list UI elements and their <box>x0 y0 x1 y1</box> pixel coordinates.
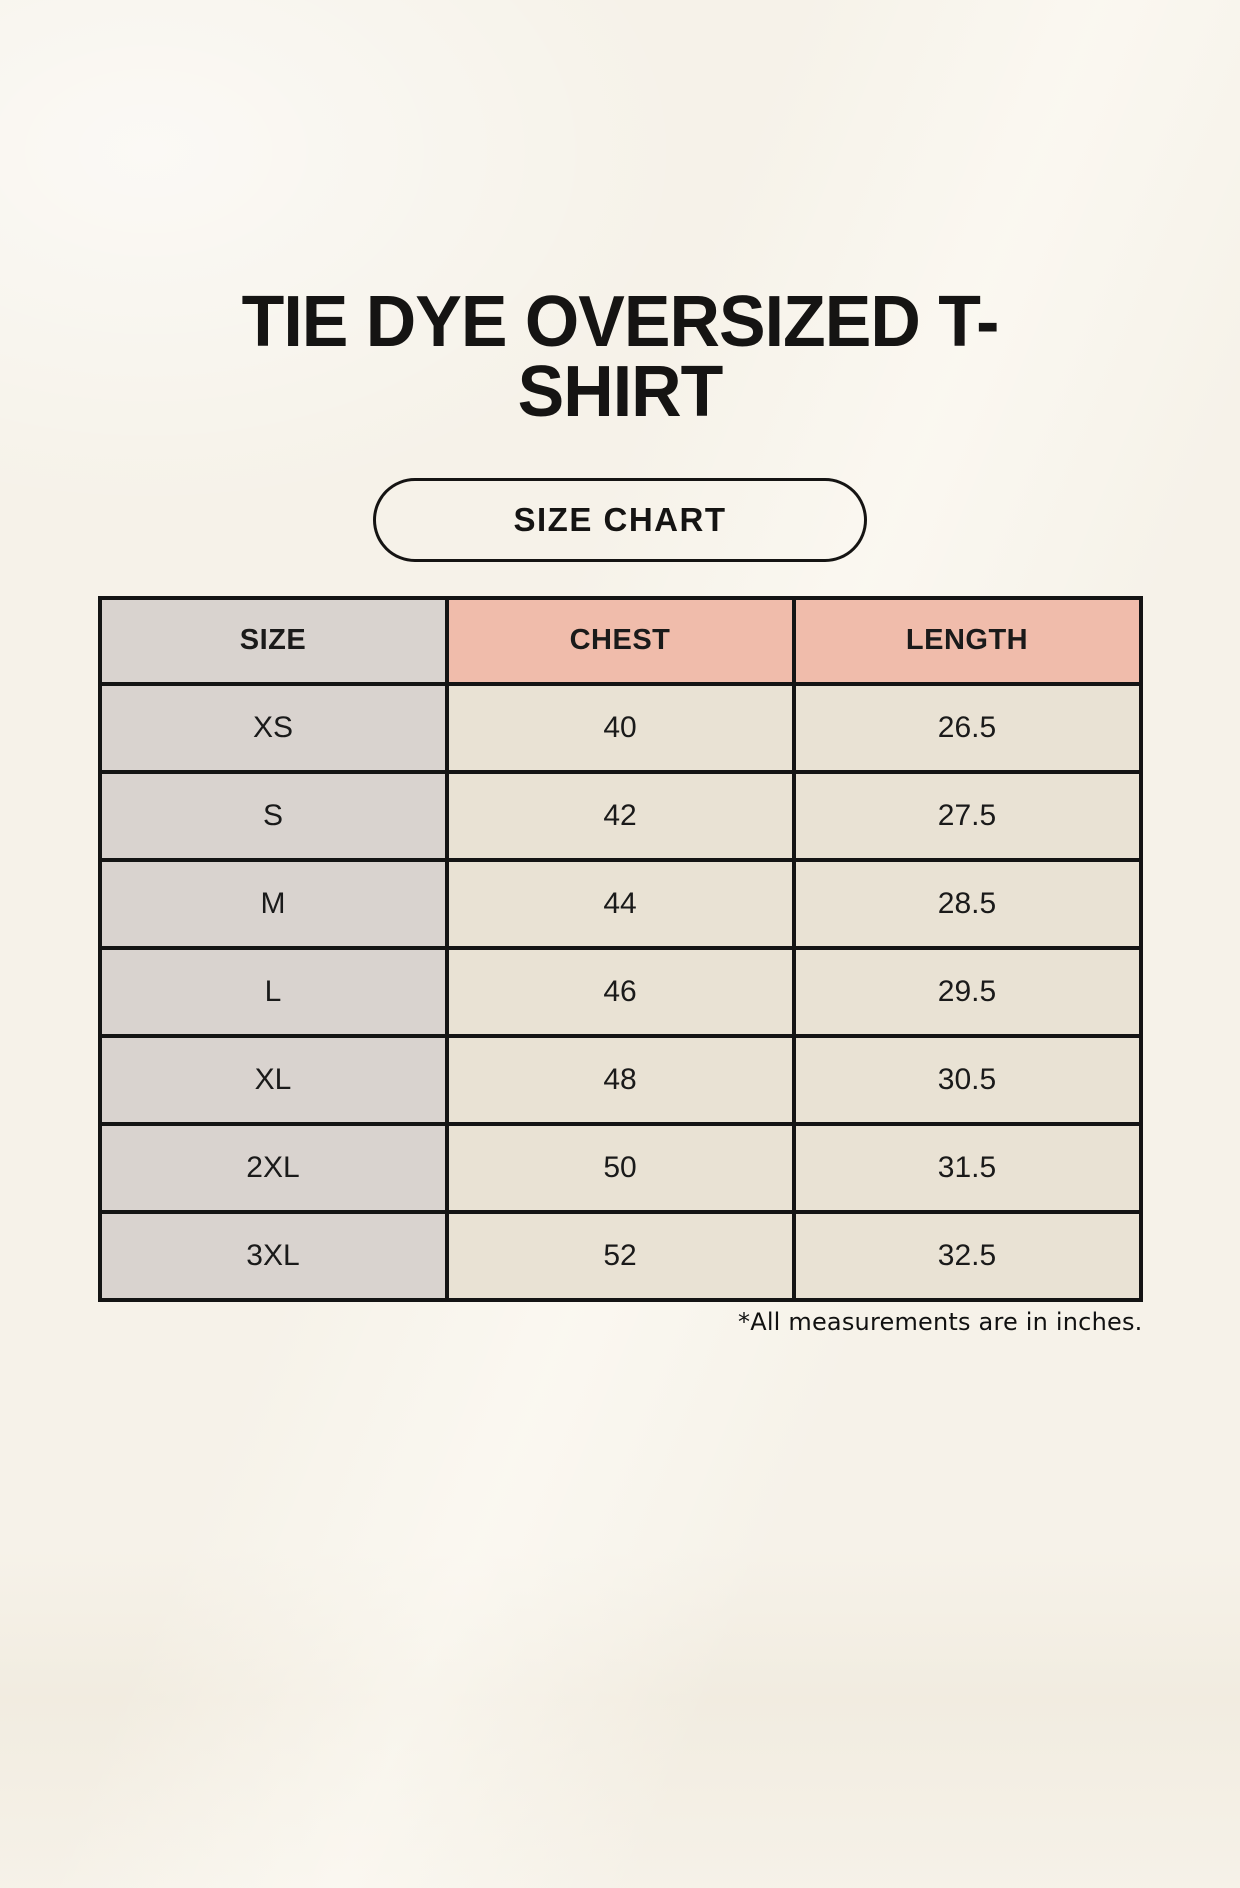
table-row: M 44 28.5 <box>97 857 1143 950</box>
chest-cell: 46 <box>444 945 796 1038</box>
length-cell: 27.5 <box>791 769 1143 862</box>
size-cell: 3XL <box>97 1209 449 1302</box>
chest-cell: 40 <box>444 681 796 774</box>
chest-cell: 50 <box>444 1121 796 1214</box>
column-header-chest: CHEST <box>444 595 796 686</box>
column-header-size: SIZE <box>97 595 449 686</box>
length-cell: 26.5 <box>791 681 1143 774</box>
chest-cell: 52 <box>444 1209 796 1302</box>
size-cell: S <box>97 769 449 862</box>
table-row: 2XL 50 31.5 <box>97 1121 1143 1214</box>
length-cell: 29.5 <box>791 945 1143 1038</box>
length-cell: 32.5 <box>791 1209 1143 1302</box>
size-cell: L <box>97 945 449 1038</box>
table-row: XS 40 26.5 <box>97 681 1143 774</box>
table-row: 3XL 52 32.5 <box>97 1209 1143 1302</box>
length-cell: 31.5 <box>791 1121 1143 1214</box>
measurements-footnote: *All measurements are in inches. <box>738 1307 1143 1336</box>
length-cell: 28.5 <box>791 857 1143 950</box>
page-title: TIE DYE OVERSIZED T-SHIRT <box>241 282 1000 432</box>
size-chart-badge-label: SIZE CHART <box>513 500 727 538</box>
length-cell: 30.5 <box>791 1033 1143 1126</box>
table-row: L 46 29.5 <box>97 945 1143 1038</box>
chest-cell: 48 <box>444 1033 796 1126</box>
chest-cell: 42 <box>444 769 796 862</box>
size-cell: XL <box>97 1033 449 1126</box>
table-row: XL 48 30.5 <box>97 1033 1143 1126</box>
size-cell: 2XL <box>97 1121 449 1214</box>
size-cell: XS <box>97 681 449 774</box>
column-header-length: LENGTH <box>791 595 1143 686</box>
size-chart-page: TIE DYE OVERSIZED T-SHIRT SIZE CHART SIZ… <box>97 282 1143 1336</box>
size-chart-table: SIZE CHEST LENGTH XS 40 26.5 S 42 27.5 M… <box>97 595 1143 1302</box>
size-cell: M <box>97 857 449 950</box>
size-chart-badge[interactable]: SIZE CHART <box>373 477 867 562</box>
table-row: S 42 27.5 <box>97 769 1143 862</box>
table-header-row: SIZE CHEST LENGTH <box>97 595 1143 686</box>
chest-cell: 44 <box>444 857 796 950</box>
